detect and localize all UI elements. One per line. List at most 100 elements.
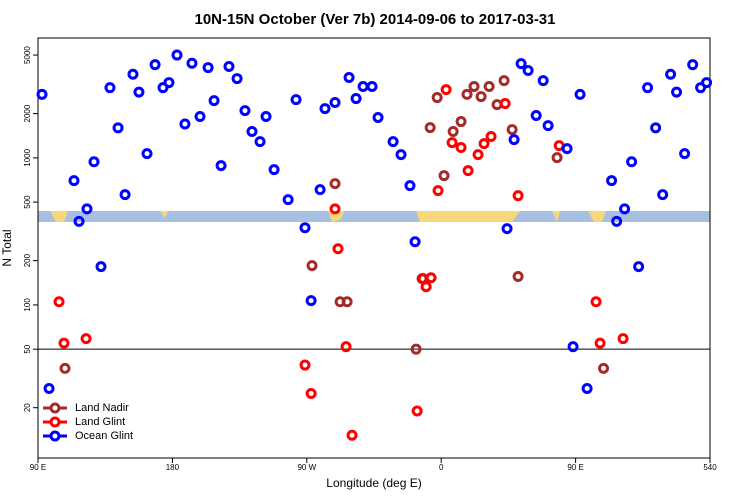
data-point: [88, 156, 100, 168]
y-tick-label: 100: [23, 298, 32, 312]
data-point: [36, 88, 48, 100]
x-tick-label: 90 E: [567, 463, 583, 472]
data-point: [254, 136, 266, 148]
legend-label: Ocean Glint: [75, 430, 133, 442]
data-point: [506, 124, 518, 136]
data-point: [567, 341, 579, 353]
data-point: [475, 91, 487, 103]
data-point: [642, 82, 654, 94]
data-point: [171, 49, 183, 61]
data-point: [314, 184, 326, 196]
data-point: [590, 296, 602, 308]
data-point: [329, 203, 341, 215]
data-point: [149, 59, 161, 71]
data-point: [420, 281, 432, 293]
data-point: [387, 136, 399, 148]
y-tick-label: 2000: [23, 104, 32, 122]
plot-frame: [37, 37, 711, 459]
data-point: [522, 65, 534, 77]
data-point: [455, 116, 467, 128]
data-point: [409, 236, 421, 248]
data-point: [611, 215, 623, 227]
data-point: [104, 82, 116, 94]
data-point: [478, 138, 490, 150]
chart-title: 10N-15N October (Ver 7b) 2014-09-06 to 2…: [194, 11, 555, 28]
data-point: [537, 75, 549, 87]
data-point: [633, 261, 645, 273]
data-point: [179, 118, 191, 130]
data-point: [260, 111, 272, 123]
data-point: [508, 134, 520, 146]
y-tick-label: 50: [23, 344, 32, 353]
data-point: [305, 295, 317, 307]
data-point: [340, 341, 352, 353]
data-point: [43, 383, 55, 395]
data-point: [530, 110, 542, 122]
data-point: [498, 75, 510, 87]
data-point: [215, 160, 227, 172]
data-point: [223, 60, 235, 72]
data-point: [499, 98, 511, 110]
data-point: [574, 88, 586, 100]
data-point: [186, 57, 198, 69]
data-point: [332, 243, 344, 255]
x-tick-label: 90 E: [30, 463, 46, 472]
data-point: [346, 429, 358, 441]
x-axis-label: Longitude (deg E): [326, 476, 421, 490]
data-point: [341, 296, 353, 308]
data-point: [512, 190, 524, 202]
data-point: [446, 137, 458, 149]
data-point: [472, 149, 484, 161]
data-point: [581, 383, 593, 395]
y-tick-label: 1000: [23, 148, 32, 166]
data-point: [485, 131, 497, 143]
data-point: [246, 126, 258, 138]
data-point: [239, 105, 251, 117]
data-point: [687, 59, 699, 71]
data-point: [619, 203, 631, 215]
data-point: [701, 77, 713, 89]
data-point: [657, 189, 669, 201]
y-tick-label: 20: [23, 403, 32, 412]
data-point: [468, 81, 480, 93]
data-point: [202, 62, 214, 74]
data-point: [483, 81, 495, 93]
map-strip: [38, 211, 710, 222]
data-point: [411, 405, 423, 417]
data-point: [461, 88, 473, 100]
data-point: [268, 164, 280, 176]
x-tick-label: 180: [166, 463, 180, 472]
data-point: [329, 97, 341, 109]
data-point: [424, 122, 436, 134]
data-point: [357, 81, 369, 93]
data-point: [501, 223, 513, 235]
data-point: [231, 73, 243, 85]
legend-label: Land Glint: [75, 416, 125, 428]
data-point: [462, 165, 474, 177]
data-point: [679, 148, 691, 160]
data-point: [594, 337, 606, 349]
data-point: [438, 170, 450, 182]
data-point: [626, 156, 638, 168]
data-point: [306, 260, 318, 272]
data-point: [425, 272, 437, 284]
data-point: [447, 126, 459, 138]
data-point: [282, 194, 294, 206]
data-point: [410, 343, 422, 355]
data-point: [119, 189, 131, 201]
data-point: [141, 148, 153, 160]
data-point: [650, 122, 662, 134]
legend: Land Nadir Land Glint Ocean Glint: [43, 402, 133, 442]
y-tick-label: 200: [23, 253, 32, 267]
data-point: [431, 92, 443, 104]
data-point: [551, 152, 563, 164]
data-point: [366, 81, 378, 93]
y-tick-label: 5000: [23, 46, 32, 64]
x-tick-label: 90 W: [297, 463, 316, 472]
data-point: [329, 178, 341, 190]
y-axis-label: N Total: [0, 229, 14, 266]
data-point: [606, 175, 618, 187]
data-point: [305, 387, 317, 399]
data-point: [81, 203, 93, 215]
data-point: [299, 222, 311, 234]
